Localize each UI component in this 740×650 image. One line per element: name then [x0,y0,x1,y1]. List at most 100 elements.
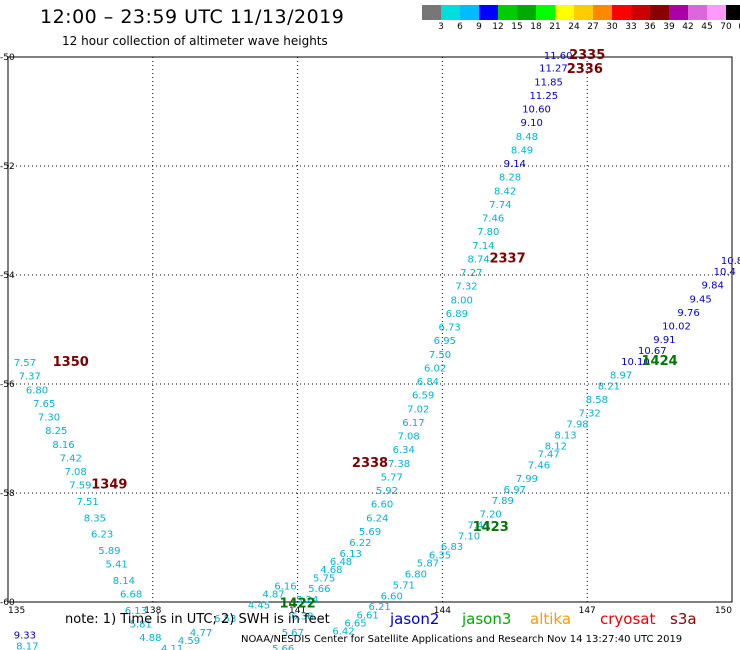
wave-height-label: 5.41 [105,560,127,571]
legend-label-11: 36 [644,22,656,32]
satellite-jason2: jason2 [390,610,440,628]
wave-height-label: 6.83 [441,542,463,553]
lon-tick-label: 141 [289,606,306,616]
wave-height-label: 4.11 [161,644,183,650]
wave-height-label: 6.42 [332,627,354,638]
wave-height-label: 6.80 [405,569,427,580]
wave-height-label: 6.80 [26,385,48,396]
wave-height-label: 7.30 [38,413,60,424]
wave-height-label: 5.67 [282,628,304,639]
satellite-jason3: jason3 [462,610,512,628]
legend-swatch-8 [574,5,593,20]
wave-height-label: 7.74 [489,200,511,211]
wave-height-label: 7.65 [33,399,55,410]
wave-height-label: 10.10 [621,357,650,368]
legend-label-14: 45 [701,22,713,32]
wave-height-label: 7.59 [69,481,91,492]
lon-tick-label: 147 [579,606,596,616]
satellite-s3a: s3a [670,610,697,628]
wave-height-label: 8.00 [451,295,473,306]
legend-label-5: 18 [530,22,542,32]
legend-label-1: 6 [457,22,463,32]
wave-height-label: 8.35 [84,513,106,524]
wave-height-label: 7.50 [429,350,451,361]
wave-height-label: 8.97 [610,371,632,382]
wave-height-label: 6.60 [381,591,403,602]
wave-height-label: 7.20 [480,510,502,521]
wave-height-label: 6.61 [356,610,378,621]
wave-height-label: 9.91 [653,335,675,346]
legend-swatch-7 [555,5,574,20]
footer-note: note: 1) Time is in UTC; 2) SWH is in fe… [65,612,330,627]
lon-tick-label: 138 [144,606,161,616]
lon-tick-label: 144 [434,606,451,616]
wave-height-label: 11.85 [534,77,563,88]
wave-height-label: 8.16 [52,440,74,451]
satellite-cryosat: cryosat [600,610,656,628]
wave-height-label: 6.17 [402,418,424,429]
legend-swatch-2 [460,5,479,20]
wave-height-label: 7.46 [482,214,504,225]
wave-height-label: 6.13 [340,549,362,560]
wave-height-label: 6.38 [291,611,313,622]
pass-time-label: 2337 [489,251,525,266]
chart-subtitle: 12 hour collection of altimeter wave hei… [62,34,328,48]
wave-height-label: 6.53 [214,614,236,625]
lat-tick-label: -60 [0,598,15,608]
wave-height-label: 9.10 [521,118,543,129]
wave-height-label: 5.69 [359,527,381,538]
wave-height-label: 7.08 [397,432,419,443]
wave-height-label: 9.33 [14,631,36,642]
wave-height-label: 8.25 [45,426,67,437]
legend-label-2: 9 [476,22,482,32]
wave-height-label: 4.59 [178,636,200,647]
wave-height-label: 6.24 [366,513,388,524]
wave-height-label: 7.10 [458,531,480,542]
legend-swatch-13 [669,5,688,20]
wave-height-label: 7.27 [460,268,482,279]
legend-swatch-9 [593,5,612,20]
wave-height-label: 8.42 [494,186,516,197]
legend-swatch-10 [612,5,631,20]
wave-height-label: 8.21 [598,381,620,392]
wave-height-label: 8.13 [554,431,576,442]
wave-height-label: 11.60 [544,51,573,62]
wave-height-label: 9.76 [677,308,699,319]
wave-height-label: 6.84 [417,377,439,388]
wave-height-label: 9.84 [702,281,724,292]
wave-height-label: 7.47 [537,450,559,461]
wave-height-label: 6.35 [429,550,451,561]
wave-height-label: 5.81 [130,620,152,631]
wave-height-label: 6.23 [91,530,113,541]
legend-label-13: 42 [682,22,694,32]
legend-swatch-16 [726,5,740,20]
legend-label-16: (ft) [738,22,740,32]
wave-height-label: 6.13 [125,606,147,617]
wave-height-label: 8.74 [467,254,489,265]
wave-height-label: 4.45 [248,601,270,612]
wave-height-label: 6.65 [344,619,366,630]
legend-swatch-15 [707,5,726,20]
color-legend [422,5,740,20]
wave-height-label: 7.51 [77,497,99,508]
legend-label-3: 12 [492,22,504,32]
legend-swatch-4 [498,5,517,20]
legend-label-7: 24 [568,22,580,32]
wave-height-label: 5.92 [376,486,398,497]
wave-height-label: 6.48 [330,557,352,568]
wave-height-label: 7.32 [578,409,600,420]
wave-height-label: 6.16 [274,581,296,592]
lat-tick-label: -52 [0,162,15,172]
wave-height-label: 7.57 [14,358,36,369]
wave-height-label: 8.58 [586,395,608,406]
wave-height-label: 4.77 [190,628,212,639]
legend-label-8: 27 [587,22,599,32]
wave-height-label: 7.43 [467,520,489,531]
wave-height-label: 5.66 [272,644,294,650]
legend-label-6: 21 [549,22,561,32]
wave-height-label: 7.08 [64,467,86,478]
wave-height-label: 4.88 [139,633,161,644]
wave-height-label: 4.87 [262,590,284,601]
wave-height-label: 10.67 [638,346,667,357]
legend-swatch-3 [479,5,498,20]
